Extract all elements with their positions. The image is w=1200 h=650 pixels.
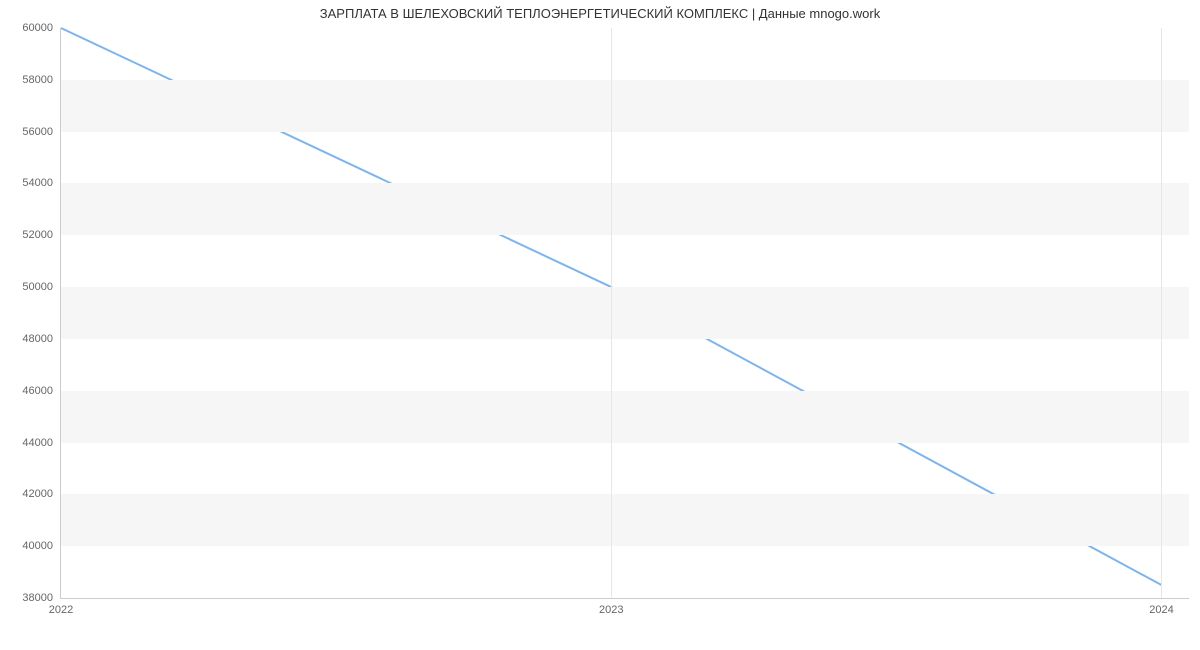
plot-band [61, 339, 1189, 391]
y-axis-tick-label: 48000 [22, 333, 53, 345]
x-axis-tick-label: 2022 [49, 604, 73, 616]
plot-band [61, 287, 1189, 339]
y-axis-tick-label: 40000 [22, 540, 53, 552]
plot-band [61, 80, 1189, 132]
plot-band [61, 235, 1189, 287]
chart-title: ЗАРПЛАТА В ШЕЛЕХОВСКИЙ ТЕПЛОЭНЕРГЕТИЧЕСК… [0, 6, 1200, 21]
x-axis-tick-label: 2024 [1149, 604, 1173, 616]
y-axis-tick-label: 54000 [22, 177, 53, 189]
y-axis-tick-label: 46000 [22, 385, 53, 397]
plot-area: 3800040000420004400046000480005000052000… [60, 28, 1189, 599]
y-axis-tick-label: 38000 [22, 592, 53, 604]
plot-band [61, 391, 1189, 443]
plot-band [61, 494, 1189, 546]
y-axis-tick-label: 56000 [22, 126, 53, 138]
plot-band [61, 546, 1189, 598]
x-gridline [611, 28, 612, 598]
x-axis-tick-label: 2023 [599, 604, 623, 616]
plot-band [61, 28, 1189, 80]
plot-band [61, 132, 1189, 184]
y-axis-tick-label: 50000 [22, 281, 53, 293]
y-axis-tick-label: 58000 [22, 74, 53, 86]
y-axis-tick-label: 42000 [22, 488, 53, 500]
x-gridline [1161, 28, 1162, 598]
plot-band [61, 183, 1189, 235]
plot-band [61, 443, 1189, 495]
salary-line-chart: ЗАРПЛАТА В ШЕЛЕХОВСКИЙ ТЕПЛОЭНЕРГЕТИЧЕСК… [0, 0, 1200, 650]
y-axis-tick-label: 44000 [22, 437, 53, 449]
y-axis-tick-label: 60000 [22, 22, 53, 34]
y-axis-tick-label: 52000 [22, 229, 53, 241]
